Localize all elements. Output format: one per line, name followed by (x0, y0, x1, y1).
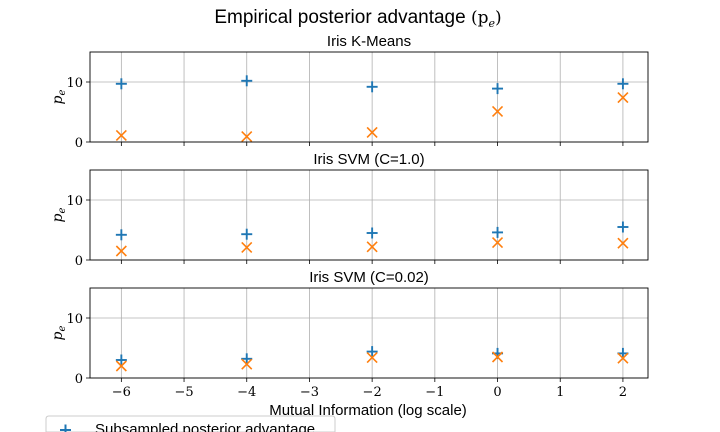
x-tick-label: −3 (300, 385, 319, 400)
x-marker-point (617, 92, 629, 104)
y-tick-label: 10 (66, 76, 83, 91)
axes-frame (89, 51, 649, 143)
subplot-title: Iris K-Means (327, 33, 411, 50)
plus-marker-point (241, 75, 253, 87)
y-axis-label: pe (50, 89, 68, 104)
plus-marker-point (617, 78, 629, 90)
plus-marker-point (115, 229, 127, 241)
figure-title: Empirical posterior advantage (pe) (214, 7, 501, 30)
legend-frame (45, 415, 336, 432)
legend-label: Subsampled posterior advantage (95, 421, 315, 432)
x-tick-label: −6 (112, 385, 131, 400)
x-tick-label: −5 (174, 385, 193, 400)
x-marker-point (241, 241, 253, 253)
legend-plus-marker-icon (60, 424, 71, 432)
subplot-title: Iris SVM (C=1.0) (313, 151, 424, 168)
plus-marker-point (241, 228, 253, 240)
x-tick-label: 0 (493, 385, 501, 400)
x-marker-point (115, 245, 127, 257)
x-tick-label: −4 (237, 385, 256, 400)
y-axis-label: pe (50, 325, 68, 340)
plus-marker-point (366, 81, 378, 93)
plus-marker-point (366, 227, 378, 239)
x-marker-point (491, 351, 504, 363)
axes-frame (89, 287, 649, 379)
x-marker-point (366, 352, 378, 364)
plus-marker-point (617, 347, 629, 359)
plus-marker-point (115, 78, 127, 90)
x-tick-label: −2 (363, 385, 382, 400)
plus-marker-point (492, 226, 504, 238)
x-tick-label: −1 (425, 385, 444, 400)
plus-marker-point (492, 83, 504, 95)
subplot-title: Iris SVM (C=0.02) (309, 269, 429, 286)
y-tick-label: 10 (66, 194, 83, 209)
x-marker-point (491, 237, 504, 249)
x-marker-point (366, 241, 378, 253)
y-tick-label: 0 (75, 372, 83, 387)
x-marker-point (366, 126, 378, 138)
plus-marker-point (617, 221, 629, 233)
x-marker-point (241, 358, 253, 370)
axes-frame (89, 169, 649, 261)
subplot-3: 0 10 −6 −5 −4 −3 −2 −1 0 1 2 pe Iris SVM (C=0.02) (50, 269, 649, 400)
x-marker-point (617, 352, 629, 364)
x-marker-point (491, 105, 504, 117)
y-tick-label: 0 (75, 254, 83, 269)
plus-marker-point (241, 353, 253, 365)
plus-marker-point (366, 346, 378, 358)
x-axis-label: Mutual Information (log scale) (269, 402, 467, 419)
x-marker-point (241, 131, 253, 143)
x-marker-point (115, 129, 127, 141)
x-tick-label: 1 (556, 385, 564, 400)
x-marker-point (617, 237, 629, 249)
x-tick-label: 2 (619, 385, 627, 400)
y-tick-label: 10 (66, 312, 83, 327)
x-marker-point (115, 360, 127, 372)
legend: Subsampled posterior advantage (45, 415, 336, 432)
y-tick-label: 0 (75, 136, 83, 151)
y-axis-label: pe (50, 207, 68, 222)
plus-marker-point (115, 354, 127, 366)
